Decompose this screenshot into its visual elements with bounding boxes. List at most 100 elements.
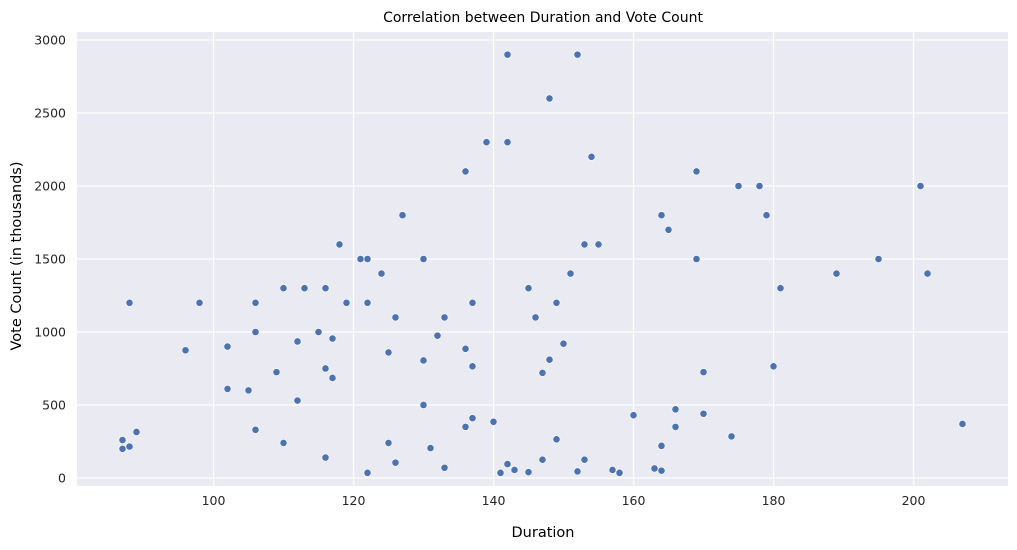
x-axis-label: Duration: [512, 525, 575, 541]
data-point: [293, 396, 302, 405]
data-point: [587, 152, 596, 161]
data-point: [762, 211, 771, 220]
data-point: [321, 364, 330, 373]
data-point: [580, 240, 589, 249]
data-point: [573, 467, 582, 476]
data-point: [461, 344, 470, 353]
data-point: [727, 432, 736, 441]
data-point: [657, 441, 666, 450]
y-axis-ticks: 0 500 1000 1500 2000 2500 3000: [34, 33, 66, 486]
data-point: [377, 269, 386, 278]
x-tick-label: 160: [622, 493, 646, 508]
data-point: [657, 466, 666, 475]
data-point: [503, 50, 512, 59]
y-axis-label: Vote Count (in thousands): [9, 161, 25, 350]
data-point: [531, 313, 540, 322]
data-point: [923, 269, 932, 278]
data-point: [314, 328, 323, 336]
data-point: [629, 411, 638, 420]
data-point: [118, 436, 127, 444]
data-point: [650, 464, 659, 473]
data-point: [398, 211, 407, 220]
data-point: [482, 138, 491, 147]
x-tick-label: 180: [762, 493, 786, 508]
data-point: [321, 453, 330, 462]
data-point: [615, 468, 624, 477]
data-point: [832, 269, 841, 278]
data-point: [342, 298, 351, 307]
data-point: [223, 342, 232, 351]
x-tick-label: 120: [342, 493, 366, 508]
data-point: [461, 422, 470, 431]
data-point: [503, 460, 512, 469]
data-point: [510, 466, 519, 474]
data-point: [384, 348, 393, 357]
data-point: [328, 334, 337, 343]
data-point: [328, 374, 337, 382]
data-point: [251, 298, 260, 307]
data-point: [664, 225, 673, 234]
data-point: [769, 362, 778, 371]
data-point: [496, 468, 505, 477]
data-point: [755, 182, 764, 190]
data-point: [440, 313, 449, 322]
data-point: [384, 439, 393, 447]
data-points: [118, 50, 967, 477]
data-point: [363, 298, 372, 307]
chart-title: Correlation between Duration and Vote Co…: [383, 10, 703, 26]
data-point: [125, 298, 134, 307]
y-tick-label: 1000: [34, 324, 66, 339]
data-point: [559, 339, 568, 348]
gridlines: [77, 32, 1008, 486]
data-point: [538, 368, 547, 377]
data-point: [699, 368, 708, 377]
data-point: [552, 298, 561, 307]
data-point: [489, 417, 498, 426]
data-point: [440, 463, 449, 472]
data-point: [132, 428, 141, 436]
data-point: [545, 355, 554, 364]
data-point: [363, 255, 372, 263]
data-point: [776, 284, 785, 293]
y-tick-label: 500: [42, 397, 66, 412]
data-point: [419, 401, 428, 409]
data-point: [503, 138, 512, 147]
data-point: [223, 385, 232, 393]
data-point: [692, 167, 701, 176]
data-point: [657, 211, 666, 220]
data-point: [874, 255, 883, 263]
y-tick-label: 0: [58, 470, 66, 485]
data-point: [272, 368, 281, 377]
data-point: [244, 386, 253, 395]
data-point: [594, 240, 603, 249]
x-tick-label: 140: [482, 493, 506, 508]
data-point: [468, 362, 477, 371]
data-point: [391, 458, 400, 467]
data-point: [524, 468, 533, 477]
data-point: [580, 455, 589, 464]
data-point: [300, 284, 309, 293]
data-point: [958, 420, 967, 428]
data-point: [692, 255, 701, 263]
data-point: [734, 182, 743, 190]
data-point: [419, 356, 428, 365]
data-point: [545, 94, 554, 103]
data-point: [566, 269, 575, 278]
data-point: [573, 50, 582, 59]
data-point: [538, 455, 547, 464]
data-point: [118, 444, 127, 453]
data-point: [335, 240, 344, 249]
data-point: [181, 346, 190, 355]
data-point: [461, 167, 470, 176]
data-point: [251, 425, 260, 434]
data-point: [279, 284, 288, 293]
data-point: [468, 414, 477, 423]
data-point: [293, 337, 302, 346]
y-tick-label: 1500: [34, 252, 66, 267]
data-point: [363, 468, 372, 477]
x-tick-label: 200: [902, 493, 926, 508]
data-point: [426, 444, 435, 452]
data-point: [419, 255, 428, 263]
x-tick-label: 100: [202, 493, 226, 508]
